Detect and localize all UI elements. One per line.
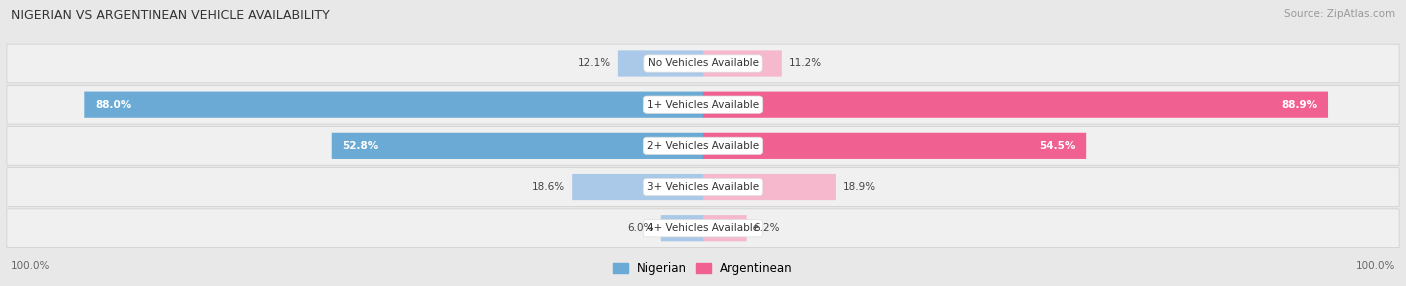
- Text: 12.1%: 12.1%: [578, 59, 612, 68]
- Text: 6.2%: 6.2%: [754, 223, 780, 233]
- FancyBboxPatch shape: [7, 209, 1399, 248]
- Text: 52.8%: 52.8%: [343, 141, 378, 151]
- FancyBboxPatch shape: [572, 174, 703, 200]
- FancyBboxPatch shape: [703, 174, 837, 200]
- FancyBboxPatch shape: [84, 92, 703, 118]
- Text: 88.0%: 88.0%: [94, 100, 131, 110]
- Legend: Nigerian, Argentinean: Nigerian, Argentinean: [609, 258, 797, 280]
- FancyBboxPatch shape: [7, 44, 1399, 83]
- Text: 11.2%: 11.2%: [789, 59, 823, 68]
- Text: 100.0%: 100.0%: [11, 261, 51, 271]
- Text: 100.0%: 100.0%: [1355, 261, 1395, 271]
- Text: 1+ Vehicles Available: 1+ Vehicles Available: [647, 100, 759, 110]
- Text: Source: ZipAtlas.com: Source: ZipAtlas.com: [1284, 9, 1395, 19]
- FancyBboxPatch shape: [7, 126, 1399, 165]
- FancyBboxPatch shape: [7, 85, 1399, 124]
- Text: 2+ Vehicles Available: 2+ Vehicles Available: [647, 141, 759, 151]
- FancyBboxPatch shape: [703, 50, 782, 77]
- FancyBboxPatch shape: [703, 215, 747, 241]
- Text: 3+ Vehicles Available: 3+ Vehicles Available: [647, 182, 759, 192]
- Text: NIGERIAN VS ARGENTINEAN VEHICLE AVAILABILITY: NIGERIAN VS ARGENTINEAN VEHICLE AVAILABI…: [11, 9, 330, 21]
- Text: 18.9%: 18.9%: [844, 182, 876, 192]
- Text: 88.9%: 88.9%: [1281, 100, 1317, 110]
- FancyBboxPatch shape: [661, 215, 703, 241]
- Text: 54.5%: 54.5%: [1039, 141, 1076, 151]
- FancyBboxPatch shape: [703, 92, 1329, 118]
- Text: 6.0%: 6.0%: [627, 223, 654, 233]
- FancyBboxPatch shape: [703, 133, 1087, 159]
- Text: 4+ Vehicles Available: 4+ Vehicles Available: [647, 223, 759, 233]
- FancyBboxPatch shape: [617, 50, 703, 77]
- Text: No Vehicles Available: No Vehicles Available: [648, 59, 758, 68]
- FancyBboxPatch shape: [7, 168, 1399, 206]
- Text: 18.6%: 18.6%: [531, 182, 565, 192]
- FancyBboxPatch shape: [332, 133, 703, 159]
